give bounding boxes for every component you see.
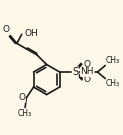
- Text: CH₃: CH₃: [106, 56, 120, 65]
- Text: CH₃: CH₃: [18, 109, 32, 118]
- Text: O: O: [18, 93, 25, 102]
- Text: O: O: [83, 75, 90, 84]
- Text: S: S: [72, 67, 78, 77]
- Text: CH₃: CH₃: [106, 79, 120, 88]
- Text: NH: NH: [81, 67, 94, 76]
- Text: O: O: [2, 25, 9, 34]
- Text: O: O: [83, 60, 90, 69]
- Text: OH: OH: [25, 29, 38, 38]
